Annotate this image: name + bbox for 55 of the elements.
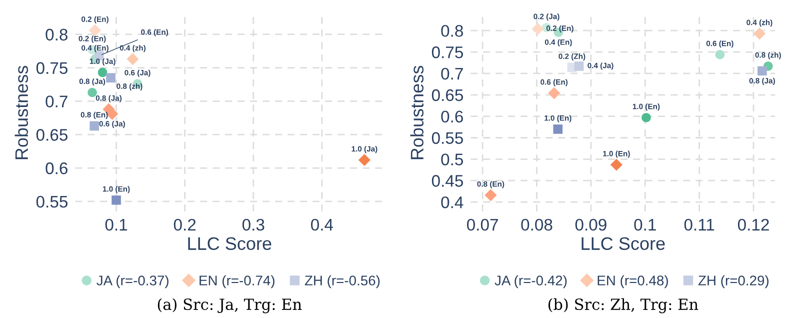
point	[88, 24, 102, 36]
point	[484, 189, 497, 202]
x-tick-label: 0.11	[684, 218, 714, 231]
point	[90, 121, 99, 131]
legend-label: ZH (r=0.29)	[698, 275, 768, 288]
point	[758, 66, 767, 76]
x-axis-title: LLC Score	[188, 237, 272, 250]
y-tick-label: 0.45	[432, 175, 464, 187]
y-tick-label: 0.75	[36, 62, 68, 74]
y-tick-label: 0.65	[432, 89, 464, 102]
legend-label: JA (r=-0.42)	[494, 275, 567, 288]
y-tick-label: 0.8	[46, 28, 68, 41]
y-tick-label: 0.6	[46, 162, 68, 174]
y-axis-title: Robustness	[410, 66, 424, 160]
y-tick-label: 0.55	[432, 132, 464, 144]
point	[98, 68, 108, 78]
point	[753, 28, 766, 40]
x-tick-label: 0.12	[738, 218, 769, 231]
point	[574, 62, 584, 71]
y-tick-label: 0.7	[46, 96, 68, 108]
point	[715, 50, 725, 60]
x-tick-label: 0.07	[467, 218, 498, 231]
x-tick-label: 0.2	[174, 218, 196, 231]
point	[642, 112, 651, 122]
x-tick-label: 0.1	[105, 218, 128, 231]
legend-label: ZH (r=-0.56)	[304, 275, 380, 288]
point	[553, 124, 563, 134]
x-tick-label: 0.08	[521, 218, 552, 231]
y-tick-label: 0.7	[441, 68, 463, 80]
point	[106, 73, 116, 82]
text: (b) Src: Zh, Trg: En	[548, 298, 698, 314]
x-tick-label: 0.09	[575, 218, 606, 231]
y-tick-label: 0.5	[441, 154, 464, 166]
point	[532, 22, 544, 35]
y-tick-label: 0.65	[36, 129, 68, 141]
x-tick-label: 0.4	[311, 218, 334, 231]
x-axis-title: LLC Score	[582, 237, 665, 250]
y-tick-label: 0.8	[441, 25, 463, 37]
y-tick-label: 0.6	[441, 110, 463, 123]
y-tick-label: 0.75	[432, 46, 464, 58]
point	[88, 88, 97, 98]
point	[548, 87, 560, 100]
y-tick-label: 0.4	[441, 196, 464, 208]
x-tick-label: 0.1	[634, 218, 656, 231]
y-tick-label: 0.55	[36, 196, 68, 208]
y-axis-title: Robustness	[14, 66, 28, 160]
point	[126, 53, 139, 66]
legend-label: EN (r=0.48)	[598, 275, 668, 288]
text: (a) Src: Ja, Trg: En	[158, 298, 302, 314]
point	[112, 195, 121, 205]
point	[610, 158, 622, 171]
x-tick-label: 0.3	[242, 218, 264, 231]
legend-label: JA (r=-0.37)	[96, 275, 168, 288]
point	[358, 154, 370, 166]
legend-label: EN (r=-0.74)	[200, 275, 274, 288]
